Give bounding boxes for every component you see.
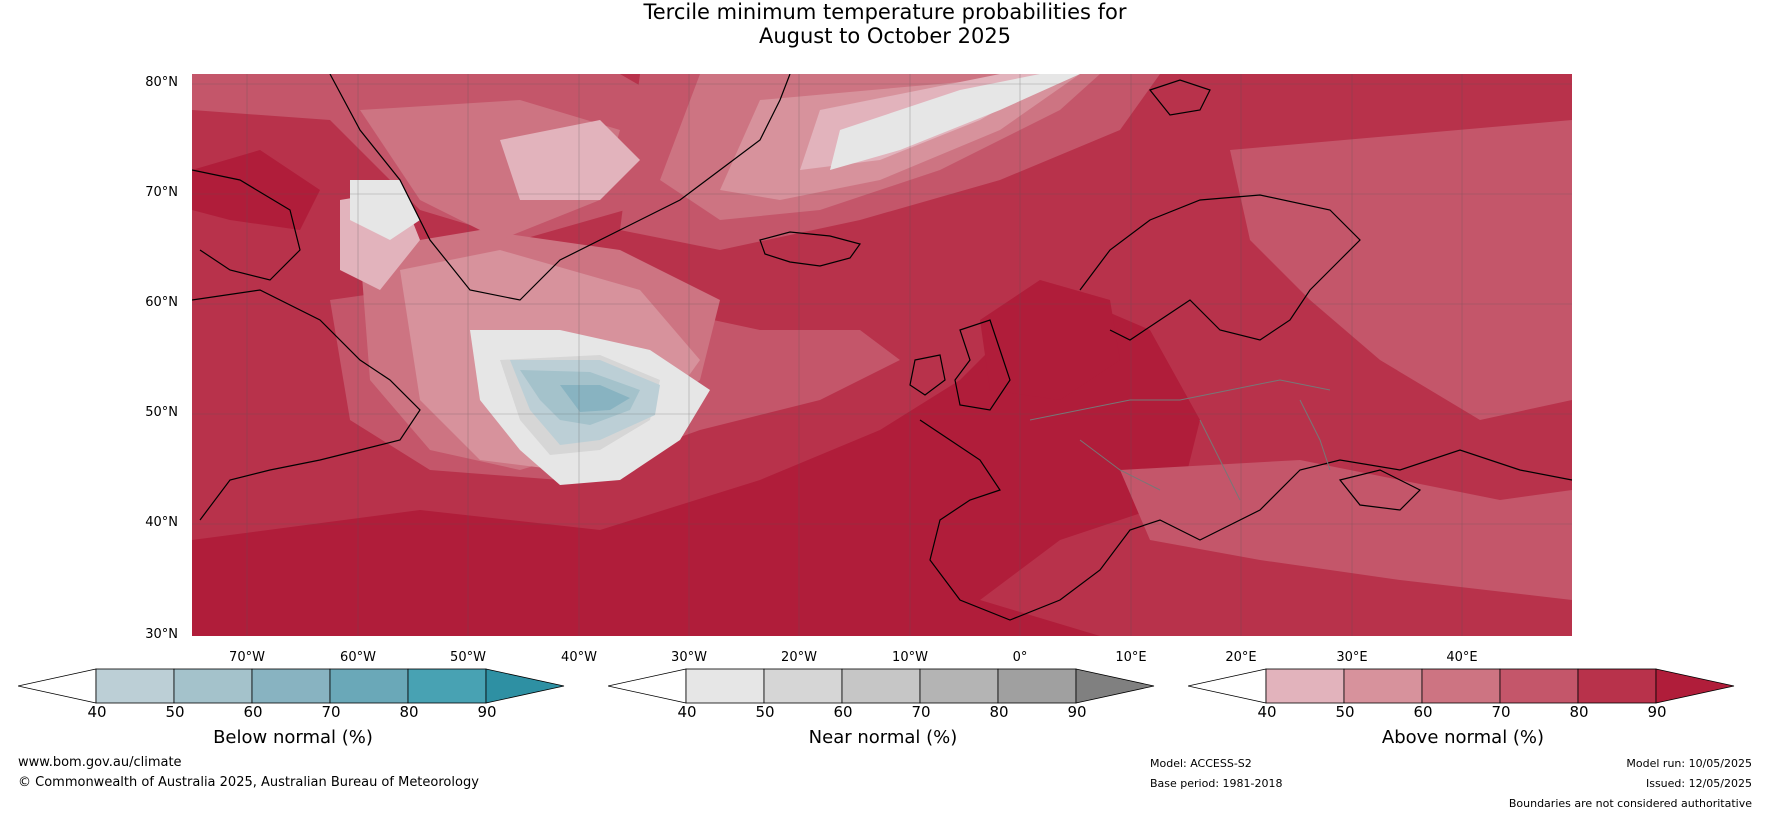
title-line-2: August to October 2025 xyxy=(758,24,1012,48)
coastline-baffin xyxy=(192,169,301,281)
lon-label-30w: 30°W xyxy=(671,650,707,665)
footer-issued: Issued: 12/05/2025 xyxy=(1645,777,1752,790)
colorbar-segment xyxy=(1577,668,1657,704)
colorbar-triangle-max xyxy=(1075,668,1155,704)
lon-label-20w: 20°W xyxy=(781,650,817,665)
footer-copyright: © Commonwealth of Australia 2025, Austra… xyxy=(18,775,479,790)
region-near-normal-arctic xyxy=(830,74,1080,170)
lon-label-50w: 50°W xyxy=(450,650,486,665)
colorbar-tick: 60 xyxy=(243,703,263,721)
colorbar-segment xyxy=(1265,668,1345,704)
coastline-scandinavia xyxy=(1079,194,1361,341)
colorbar-tick: 40 xyxy=(677,703,697,721)
coastline-ireland xyxy=(909,354,946,396)
colorbar-tick: 70 xyxy=(321,703,341,721)
colorbar-segment xyxy=(919,668,999,704)
colorbar-segment xyxy=(997,668,1077,704)
region-above-70-east xyxy=(1230,120,1572,420)
colorbar-above-normal xyxy=(1188,668,1735,704)
coastline-black-sea xyxy=(1338,469,1422,511)
colorbar-tick: 50 xyxy=(165,703,185,721)
colorbar-segment xyxy=(173,668,253,704)
lon-label-0: 0° xyxy=(1012,650,1028,665)
coastline-svalbard xyxy=(1148,79,1211,116)
colorbar-tick: 40 xyxy=(1257,703,1277,721)
colorbar-triangle-min xyxy=(608,668,687,704)
region-near-normal-labrador xyxy=(350,180,420,240)
lon-label-40e: 40°E xyxy=(1446,650,1478,665)
colorbar-title-below: Below normal (%) xyxy=(213,727,373,748)
colorbar-triangle-max xyxy=(485,668,565,704)
lon-label-60w: 60°W xyxy=(340,650,376,665)
colorbar-tick: 70 xyxy=(1491,703,1511,721)
colorbar-tick: 70 xyxy=(911,703,931,721)
lat-label-80n: 80°N xyxy=(145,75,178,90)
coastline-iceland xyxy=(759,231,861,267)
region-above-40-greenland-sea xyxy=(500,120,640,200)
coastlines xyxy=(192,74,1572,621)
colorbar-segment xyxy=(329,668,409,704)
colorbar-tick: 80 xyxy=(399,703,419,721)
coastline-labrador xyxy=(192,289,421,521)
lon-label-70w: 70°W xyxy=(229,650,265,665)
colorbar-triangle-min xyxy=(18,668,97,704)
lat-label-70n: 70°N xyxy=(145,185,178,200)
colorbar-segment xyxy=(841,668,921,704)
lon-label-20e: 20°E xyxy=(1225,650,1257,665)
colorbar-near-normal xyxy=(608,668,1155,704)
colorbar-tick: 60 xyxy=(1413,703,1433,721)
lat-label-40n: 40°N xyxy=(145,515,178,530)
footer-disclaimer: Boundaries are not considered authoritat… xyxy=(1508,797,1752,810)
lat-label-50n: 50°N xyxy=(145,405,178,420)
colorbar-tick: 90 xyxy=(1067,703,1087,721)
lat-label-60n: 60°N xyxy=(145,295,178,310)
region-above-90-north-sea xyxy=(980,280,1120,400)
lon-label-30e: 30°E xyxy=(1336,650,1368,665)
footer-model: Model: ACCESS-S2 xyxy=(1150,757,1252,770)
colorbar-segment xyxy=(95,668,175,704)
region-below-normal-60 xyxy=(560,385,630,412)
colorbar-segment xyxy=(251,668,331,704)
footer-model-run: Model run: 10/05/2025 xyxy=(1626,757,1752,770)
coastline-uk xyxy=(954,319,1011,411)
colorbar-tick: 90 xyxy=(477,703,497,721)
country-borders xyxy=(1029,379,1331,501)
footer-base-period: Base period: 1981-2018 xyxy=(1150,777,1283,790)
colorbar-triangle-min xyxy=(1188,668,1267,704)
colorbar-segment xyxy=(407,668,487,704)
lon-label-10e: 10°E xyxy=(1115,650,1147,665)
colorbar-tick: 50 xyxy=(755,703,775,721)
coastline-greenland xyxy=(329,74,791,301)
lat-label-30n: 30°N xyxy=(145,627,178,642)
graticule xyxy=(192,74,1572,636)
colorbar-title-above: Above normal (%) xyxy=(1381,727,1545,748)
colorbar-segment xyxy=(1499,668,1579,704)
map-title: Tercile minimum temperature probabilitie… xyxy=(0,0,1770,48)
colorbar-tick: 80 xyxy=(1569,703,1589,721)
colorbar-segment xyxy=(1343,668,1423,704)
colorbar-segment xyxy=(685,668,765,704)
footer-website: www.bom.gov.au/climate xyxy=(18,755,182,770)
colorbar-segment xyxy=(763,668,843,704)
colorbar-tick: 80 xyxy=(989,703,1009,721)
colorbar-tick: 50 xyxy=(1335,703,1355,721)
colorbar-tick: 40 xyxy=(87,703,107,721)
lon-label-40w: 40°W xyxy=(561,650,597,665)
colorbar-segment xyxy=(1421,668,1501,704)
colorbar-below-normal xyxy=(18,668,565,704)
lon-label-10w: 10°W xyxy=(892,650,928,665)
colorbar-tick: 90 xyxy=(1647,703,1667,721)
title-line-1: Tercile minimum temperature probabilitie… xyxy=(643,0,1127,24)
colorbar-tick: 60 xyxy=(833,703,853,721)
coastline-europe xyxy=(919,419,1572,621)
region-above-90-south xyxy=(192,300,1200,636)
region-above-70-med xyxy=(1120,460,1572,600)
map-fill-layer xyxy=(192,74,1572,636)
colorbar-title-near: Near normal (%) xyxy=(808,727,958,748)
colorbar-triangle-max xyxy=(1655,668,1735,704)
